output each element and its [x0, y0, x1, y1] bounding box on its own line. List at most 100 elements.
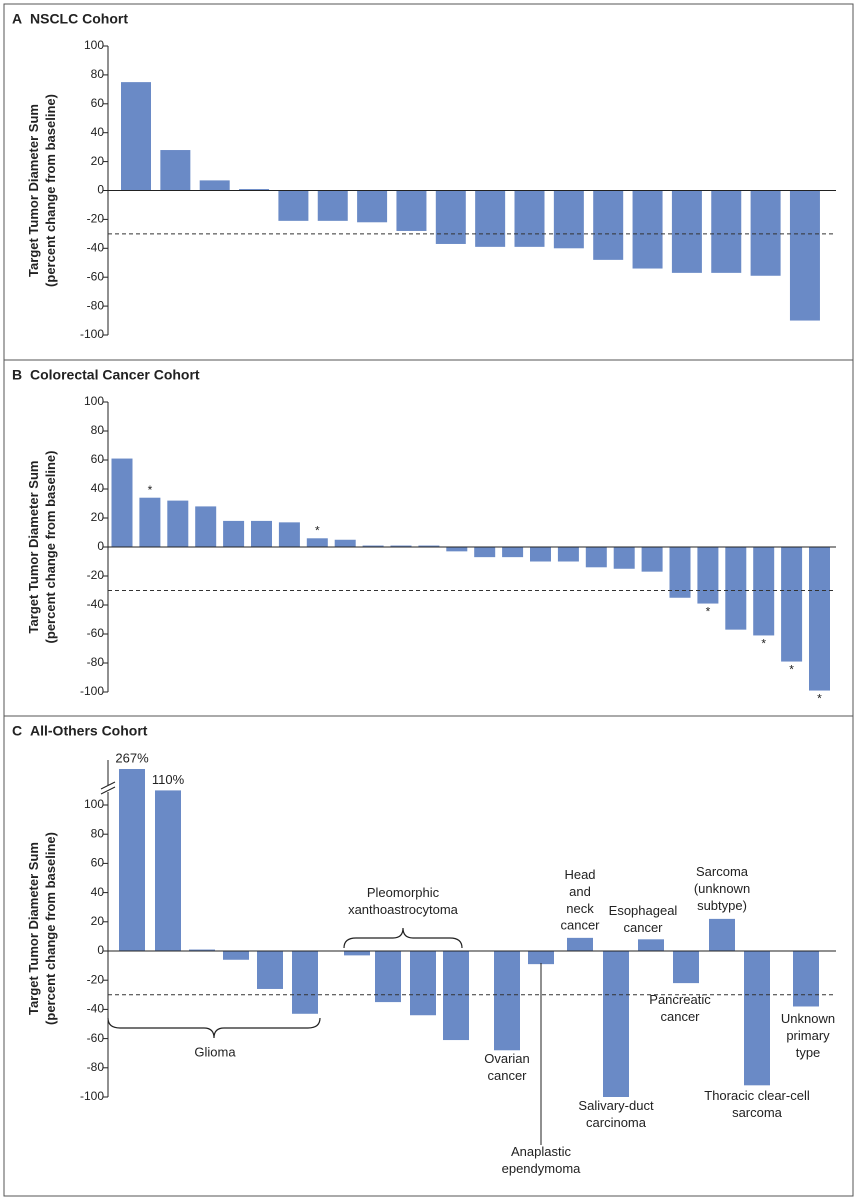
bar-note: * — [817, 692, 822, 706]
bar — [671, 190, 702, 273]
bar — [632, 190, 663, 269]
bar — [375, 951, 401, 1003]
bar — [711, 190, 742, 273]
bar-note: * — [761, 637, 766, 651]
bar — [111, 458, 133, 547]
category-label: Unknown primary type — [781, 1011, 835, 1060]
bar — [753, 547, 775, 636]
y-tick-label: -40 — [87, 597, 105, 611]
bar — [251, 520, 272, 547]
y-tick-label: -60 — [87, 269, 105, 283]
bar — [362, 545, 384, 547]
y-axis-label: Target Tumor Diameter Sum (percent change… — [26, 451, 58, 644]
category-label: Ovarian cancer — [484, 1051, 530, 1083]
bar — [189, 949, 215, 951]
bar — [160, 150, 191, 191]
bar — [709, 918, 735, 951]
y-tick-label: 40 — [91, 481, 105, 495]
bar — [744, 951, 770, 1086]
bar — [223, 520, 245, 547]
bar — [603, 951, 629, 1097]
y-tick-label: 20 — [91, 510, 105, 524]
bar — [443, 951, 469, 1041]
category-label: Anaplastic ependymoma — [502, 1144, 582, 1176]
category-label: Sarcoma (unknown subtype) — [694, 864, 750, 913]
bar — [502, 547, 524, 558]
y-tick-label: -100 — [80, 327, 104, 341]
bar — [669, 547, 691, 598]
bar — [613, 547, 635, 569]
y-tick-label: 0 — [97, 943, 104, 957]
bar — [781, 547, 803, 662]
y-tick-label: 40 — [91, 885, 105, 899]
bar — [494, 951, 520, 1051]
bar — [638, 939, 664, 951]
axis-break-gap — [102, 786, 114, 792]
y-tick-label: -60 — [87, 626, 105, 640]
y-tick-label: -40 — [87, 1002, 105, 1016]
axis-break — [100, 786, 116, 795]
bar — [641, 547, 663, 572]
bar — [418, 545, 440, 547]
y-tick-label: -80 — [87, 1060, 105, 1074]
bar — [809, 547, 830, 691]
bar — [167, 500, 189, 547]
bar — [475, 190, 506, 247]
y-tick-label: 60 — [91, 96, 105, 110]
y-axis-label: Target Tumor Diameter Sum (percent change… — [26, 832, 58, 1025]
panel-title: NSCLC Cohort — [30, 11, 128, 27]
bar — [278, 190, 309, 221]
category-label: Glioma — [194, 1044, 236, 1059]
y-tick-label: 0 — [97, 183, 104, 197]
panel-title: All-Others Cohort — [30, 723, 148, 739]
bar — [446, 547, 468, 552]
bar — [750, 190, 781, 276]
bar — [514, 190, 545, 247]
bar-note: * — [706, 605, 711, 619]
bar-note: * — [315, 523, 320, 537]
bar — [223, 951, 249, 960]
bar — [474, 547, 496, 558]
y-tick-label: -60 — [87, 1031, 105, 1045]
y-tick-label: 0 — [97, 539, 104, 553]
bar — [567, 937, 593, 951]
panel-frame — [3, 715, 854, 1197]
bar-note: * — [148, 483, 153, 497]
bar — [553, 190, 584, 249]
y-tick-label: 80 — [91, 67, 105, 81]
group-bracket — [343, 927, 463, 949]
y-tick-label: -20 — [87, 212, 105, 226]
bar — [789, 190, 820, 321]
category-label: Esophageal cancer — [609, 903, 678, 935]
bar — [697, 547, 719, 604]
bar — [725, 547, 747, 630]
y-tick-label: 40 — [91, 125, 105, 139]
category-label: Thoracic clear-cell sarcoma — [704, 1088, 810, 1120]
bar — [390, 545, 412, 547]
y-axis-label: Target Tumor Diameter Sum (percent change… — [26, 94, 58, 287]
y-tick-label: -80 — [87, 298, 105, 312]
category-label: Salivary-duct carcinoma — [578, 1098, 654, 1130]
group-bracket — [107, 1017, 321, 1039]
y-tick-label: 60 — [91, 856, 105, 870]
panel-title: Colorectal Cancer Cohort — [30, 367, 200, 383]
bar — [673, 951, 699, 984]
value-label: 110% — [152, 772, 185, 787]
y-tick-label: 20 — [91, 914, 105, 928]
y-tick-label: 60 — [91, 452, 105, 466]
bar — [435, 190, 466, 244]
y-tick-label: -20 — [87, 972, 105, 986]
bar — [410, 951, 436, 1016]
y-tick-label: 100 — [84, 38, 104, 52]
bar — [121, 82, 151, 191]
bar — [306, 538, 328, 547]
bar — [528, 951, 554, 965]
bar — [557, 547, 579, 562]
y-tick-label: 80 — [91, 423, 105, 437]
bar — [396, 190, 427, 231]
bar — [334, 539, 356, 547]
y-tick-label: 100 — [84, 394, 104, 408]
bar — [239, 189, 270, 191]
y-tick-label: -100 — [80, 1089, 104, 1103]
